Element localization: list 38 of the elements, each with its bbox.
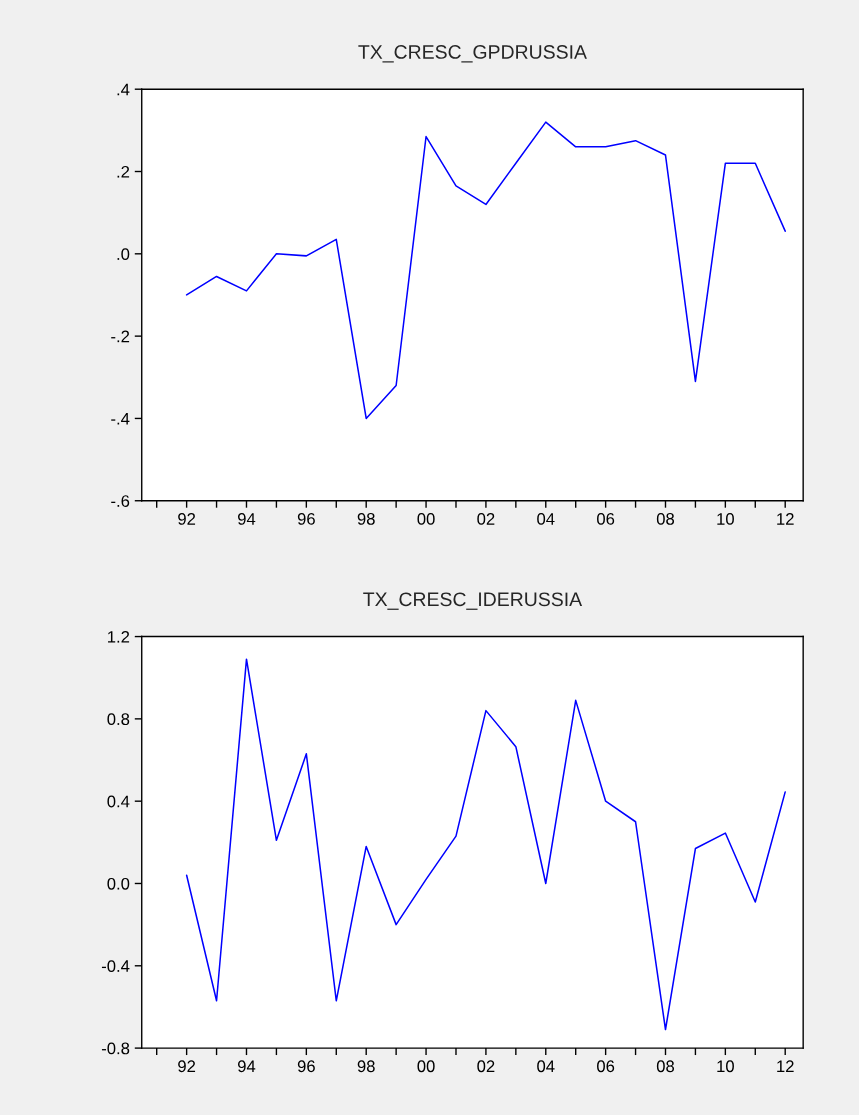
- y-tick-label: .2: [117, 165, 130, 178]
- chart-title: TX_CRESC_GPDRUSSIA: [358, 45, 587, 63]
- x-tick-label: 92: [178, 1060, 196, 1073]
- y-tick-label: .0: [117, 248, 130, 261]
- x-tick-label: 92: [178, 512, 196, 525]
- y-tick-label: -0.8: [101, 1042, 130, 1055]
- line-series: [185, 121, 786, 420]
- line-series: [185, 658, 786, 1031]
- y-tick-label: 0.0: [107, 877, 130, 890]
- x-tick-label: 06: [597, 512, 615, 525]
- chart-title: TX_CRESC_IDERUSSIA: [363, 592, 583, 610]
- x-tick-label: 00: [417, 1060, 435, 1073]
- x-tick-label: 08: [656, 512, 675, 525]
- x-tick-label: 98: [357, 1060, 375, 1073]
- x-tick-label: 06: [597, 1060, 615, 1073]
- x-tick-label: 94: [238, 512, 256, 525]
- y-tick-label: -.2: [111, 330, 130, 343]
- x-tick-label: 94: [238, 1060, 256, 1073]
- x-tick-label: 04: [537, 1060, 555, 1073]
- y-tick-label: -0.4: [101, 960, 130, 972]
- x-tick-label: 98: [357, 512, 375, 525]
- x-tick-label: 12: [777, 1060, 794, 1072]
- y-tick-label: 1.2: [108, 630, 130, 643]
- x-tick-label: 08: [656, 1060, 675, 1073]
- y-tick-label: 0.4: [107, 795, 130, 808]
- x-tick-label: 10: [717, 512, 734, 525]
- y-tick-label: 0.8: [107, 713, 130, 726]
- y-tick-label: .4: [117, 83, 130, 96]
- y-tick-label: -.6: [111, 495, 130, 507]
- x-tick-label: 02: [477, 512, 495, 525]
- x-tick-label: 96: [297, 512, 315, 525]
- x-tick-label: 00: [417, 512, 435, 525]
- y-tick-label: -.4: [111, 413, 130, 425]
- x-tick-label: 96: [297, 1060, 315, 1073]
- x-tick-label: 04: [537, 512, 555, 525]
- x-tick-label: 10: [717, 1060, 734, 1073]
- x-tick-label: 02: [477, 1060, 495, 1073]
- x-tick-label: 12: [777, 512, 794, 525]
